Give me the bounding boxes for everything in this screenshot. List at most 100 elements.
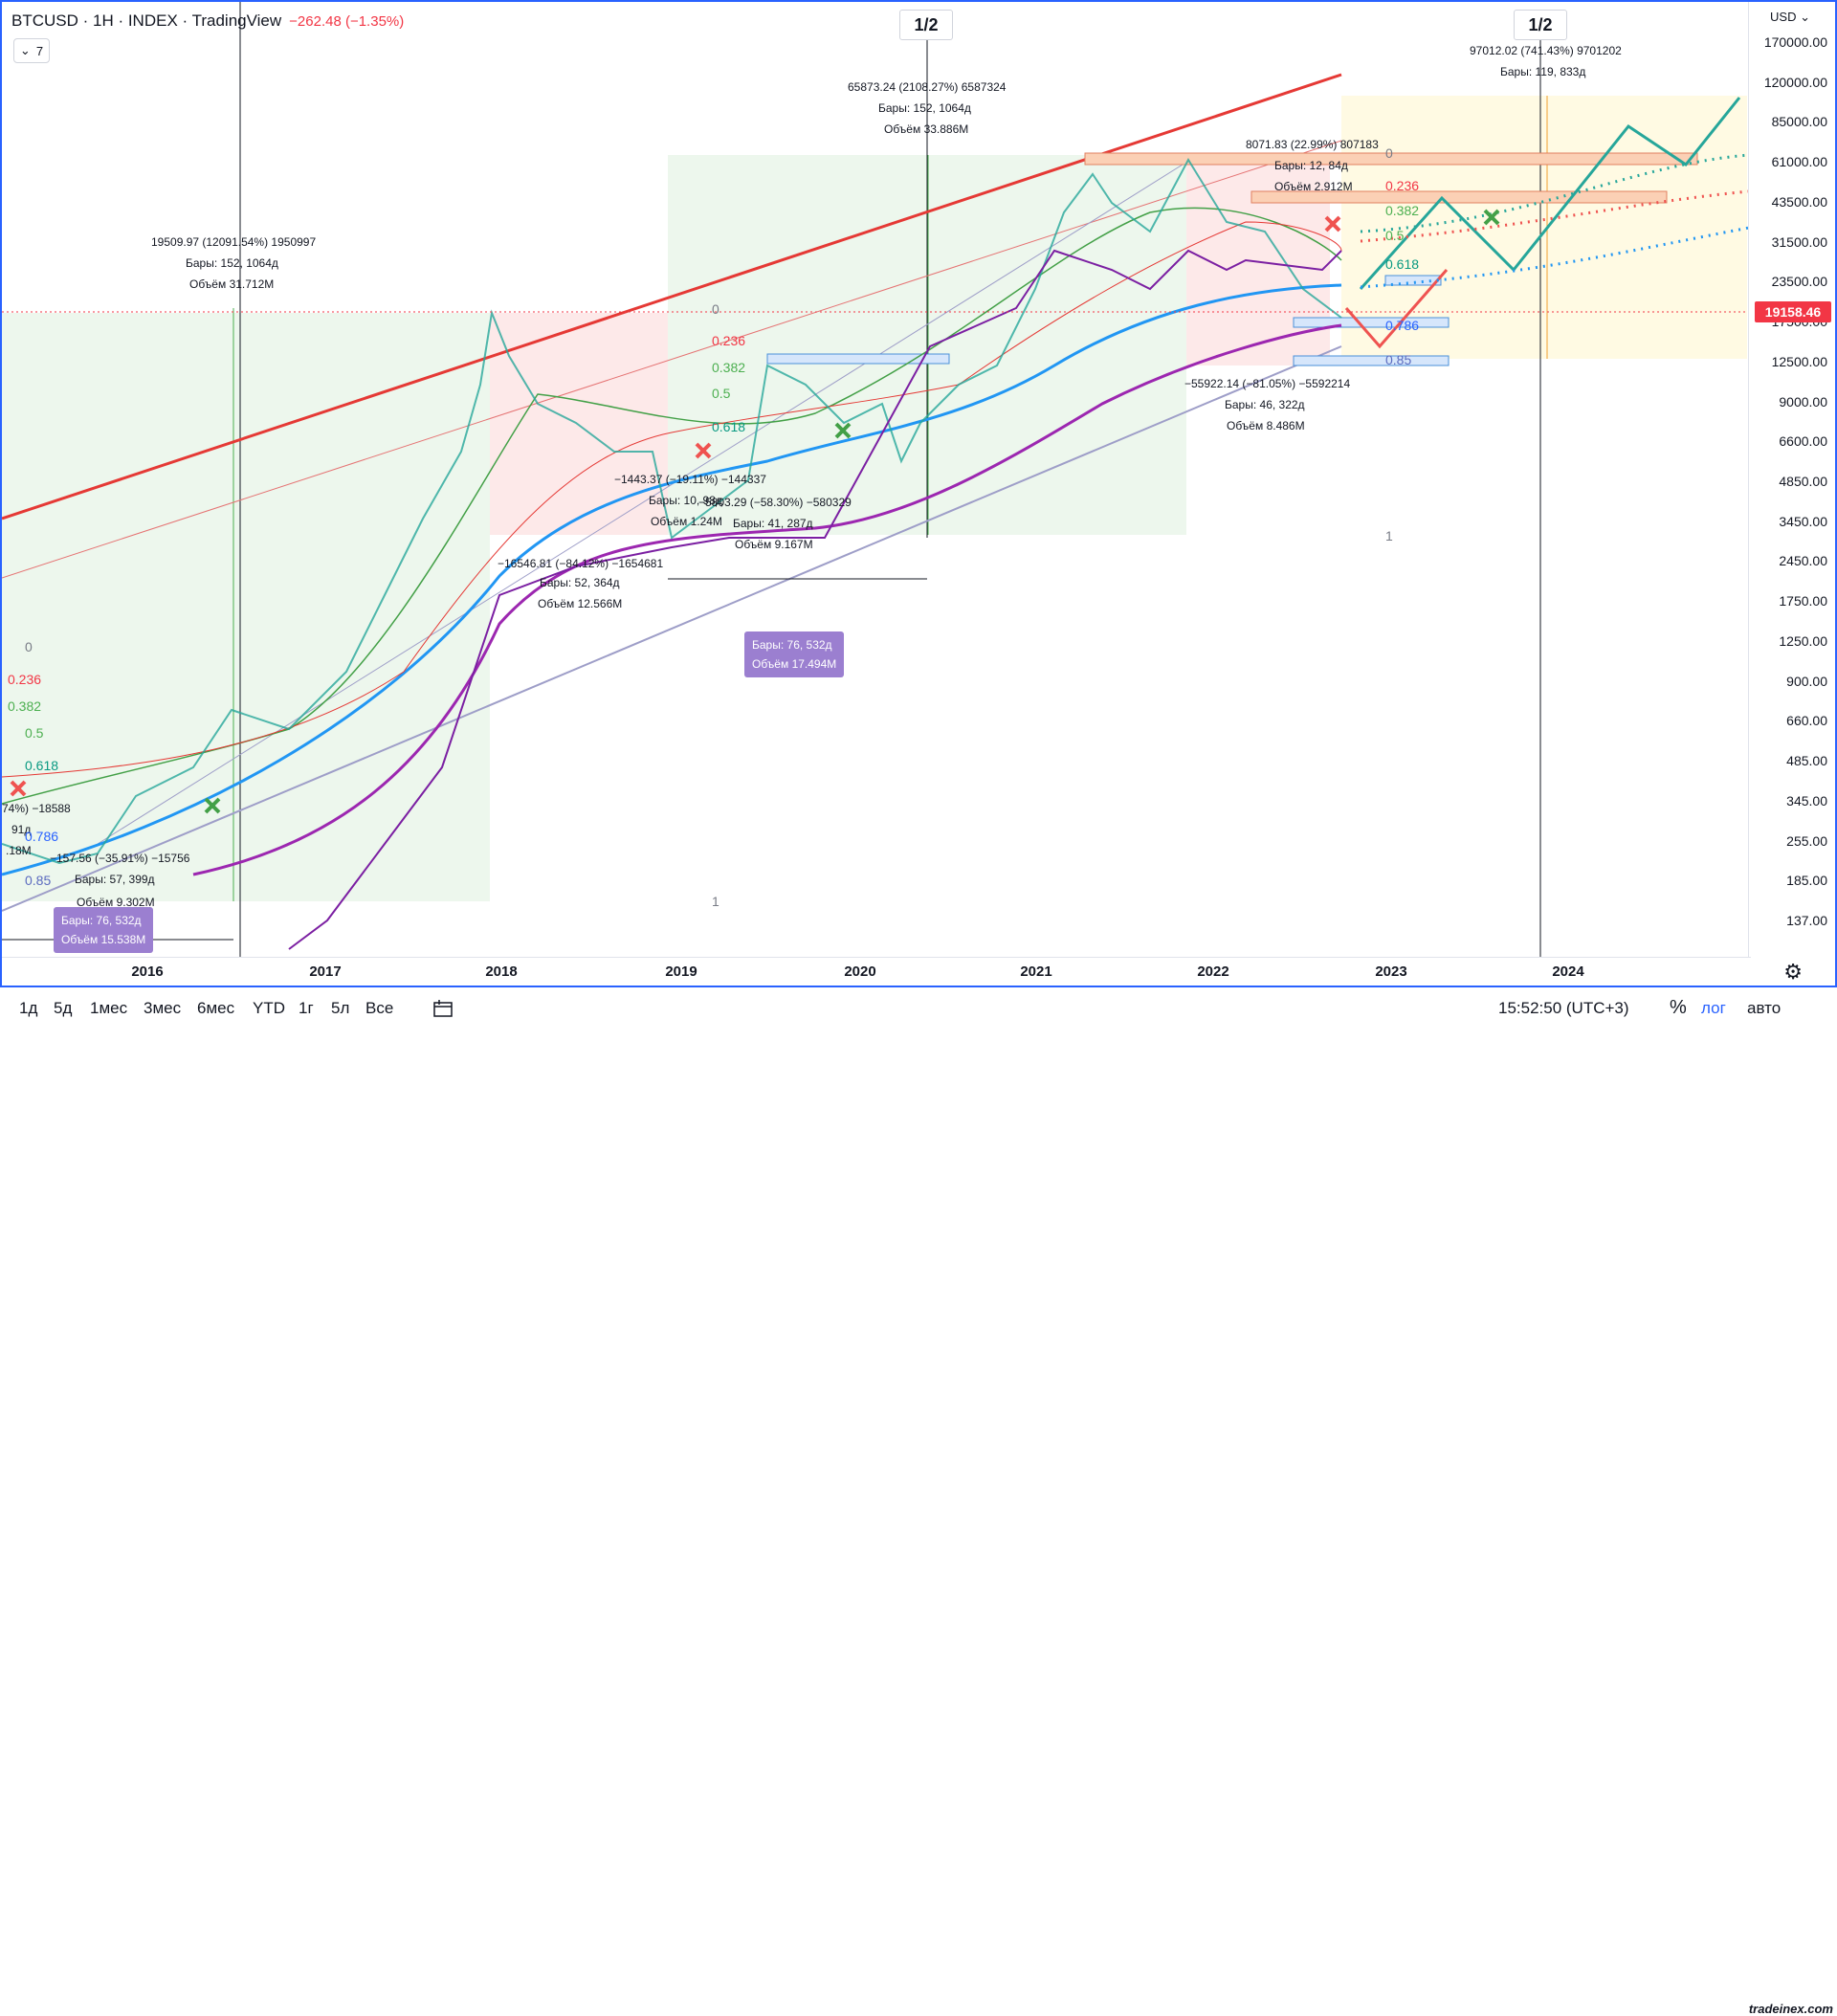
measure-text: 74%) −18588: [2, 802, 71, 815]
fib-level-label: 0.382: [1385, 203, 1420, 218]
chart-drawings[interactable]: [2, 2, 1751, 957]
sell-marker-icon: [10, 780, 27, 797]
range-1m-button[interactable]: 1мес: [90, 999, 128, 1017]
fib-zone: [1293, 317, 1450, 328]
buy-marker-icon: [834, 422, 852, 439]
price-tick: 31500.00: [1771, 233, 1827, 250]
date-range-icon[interactable]: [432, 999, 454, 1018]
range-5d-button[interactable]: 5д: [54, 999, 73, 1017]
range-1d-button[interactable]: 1д: [19, 999, 38, 1017]
measure-text: Объём 9.167M: [735, 538, 813, 551]
range-5y-button[interactable]: 5л: [331, 999, 350, 1017]
measure-text: Бары: 152, 1064д: [186, 256, 278, 270]
fib-level-label: 0.236: [8, 672, 42, 687]
fib-level-label: 0.236: [712, 333, 746, 348]
price-tick: 120000.00: [1763, 74, 1827, 90]
currency-selector[interactable]: USD ⌄: [1770, 10, 1810, 25]
range-3m-button[interactable]: 3мес: [144, 999, 182, 1017]
clock-timezone[interactable]: 15:52:50 (UTC+3): [1498, 999, 1629, 1017]
fib-level-label: 0.236: [1385, 178, 1420, 193]
sell-marker-icon: [1324, 215, 1341, 233]
ma-red-line: [2, 221, 1342, 778]
ma-purple-line: [192, 323, 1342, 876]
measure-text: Бары: 41, 287д: [733, 517, 813, 530]
price-scale[interactable]: USD ⌄ 170000.00 120000.00 85000.00 61000.00…: [1748, 2, 1835, 957]
log-scale-button[interactable]: лог: [1701, 999, 1726, 1017]
price-tick: 4850.00: [1779, 474, 1827, 489]
range-label-box: Бары: 76, 532д Объём 15.538M: [54, 907, 154, 953]
measure-text: −55922.14 (−81.05%) −5592214: [1184, 377, 1351, 390]
measure-text: Объём 12.566M: [538, 597, 623, 610]
price-change: −262.48 (−1.35%): [289, 13, 405, 30]
measure-text: Бары: 152, 1064д: [878, 101, 971, 115]
measure-text: 19509.97 (12091.54%) 1950997: [151, 235, 317, 249]
price-tick: 485.00: [1786, 753, 1827, 769]
measure-text: Объём 1.24M: [651, 515, 722, 528]
time-tick: 2016: [131, 964, 164, 980]
fib-level-label: 1: [712, 894, 719, 909]
chart-frame[interactable]: BTCUSD · 1H · INDEX · TradingView −262.48…: [0, 0, 1837, 987]
fib-level-label: 0: [1385, 145, 1393, 161]
upper-trendline: [2, 73, 1342, 521]
fib-level-label: 0.618: [25, 758, 59, 773]
measure-text: Бары: 57, 399д: [75, 873, 155, 886]
current-price-label: 19158.46: [1755, 301, 1831, 322]
symbol-title[interactable]: BTCUSD · 1H · INDEX · TradingView: [11, 11, 282, 30]
measure-text: −5803.29 (−58.30%) −580329: [698, 496, 852, 509]
fib-level-label: 0.618: [1385, 256, 1420, 272]
price-tick: 170000.00: [1763, 34, 1827, 50]
price-tick: 85000.00: [1771, 114, 1827, 130]
fib-level-label: 1: [1385, 528, 1393, 543]
range-ytd-button[interactable]: YTD: [253, 999, 285, 1017]
lower-trendline: [2, 345, 1342, 912]
range-all-button[interactable]: Все: [365, 999, 394, 1017]
chevron-down-icon: ⌄: [1800, 10, 1810, 24]
fib-zone: [1084, 152, 1698, 166]
time-tick: 2020: [844, 964, 876, 980]
fib-zone: [1384, 275, 1442, 286]
half-badge: 1/2: [899, 10, 953, 40]
auto-scale-button[interactable]: авто: [1747, 999, 1782, 1017]
fib-level-label: 0: [712, 301, 719, 317]
green-range-box: [2, 313, 490, 901]
range-label-line: Бары: 76, 532д: [752, 638, 832, 652]
currency-label[interactable]: USD: [1770, 10, 1797, 24]
time-axis[interactable]: 2016 2017 2018 2019 2020 2021 2022 2023 2024: [2, 957, 1751, 986]
chart-plot-area[interactable]: BTCUSD · 1H · INDEX · TradingView −262.48…: [2, 2, 1751, 957]
price-tick: 23500.00: [1771, 274, 1827, 290]
measure-text: Бары: 52, 364д: [540, 576, 620, 589]
measure-text: Объём 8.486M: [1227, 419, 1305, 432]
watermark: tradeinex.com: [1748, 2002, 1833, 2016]
range-6m-button[interactable]: 6мес: [197, 999, 235, 1017]
half-badge: 1/2: [1514, 10, 1567, 40]
fib-level-label: 0.5: [712, 386, 731, 401]
fib-zone: [766, 353, 950, 365]
measure-text: Бары: 119, 833д: [1500, 65, 1586, 78]
range-label-line: Объём 15.538M: [61, 933, 146, 946]
price-tick: 660.00: [1786, 713, 1827, 729]
price-tick: 900.00: [1786, 673, 1827, 689]
price-tick: 43500.00: [1771, 193, 1827, 210]
price-tick: 185.00: [1786, 873, 1827, 889]
chevron-down-icon: ⌄: [19, 43, 31, 57]
ma-blue-line: [2, 283, 1342, 876]
time-tick: 2019: [665, 964, 697, 980]
range-label-line: Объём 17.494M: [752, 657, 837, 671]
time-tick: 2023: [1375, 964, 1407, 980]
time-tick: 2024: [1552, 964, 1584, 980]
indicators-count: 7: [35, 43, 44, 58]
measure-text: Бары: 46, 322д: [1225, 398, 1305, 411]
symbol-header[interactable]: BTCUSD · 1H · INDEX · TradingView −262.48…: [11, 11, 404, 31]
price-tick: 61000.00: [1771, 154, 1827, 170]
fib-level-label: 0: [25, 639, 33, 654]
percent-scale-button[interactable]: %: [1670, 997, 1687, 1018]
measure-text: Объём 9.302M: [77, 896, 155, 909]
gear-icon[interactable]: ⚙: [1783, 960, 1803, 984]
fib-level-label: 0.382: [712, 360, 746, 375]
fib-level-label: 0.382: [8, 698, 42, 714]
indicators-toggle-button[interactable]: ⌄ 7: [13, 38, 50, 63]
time-tick: 2022: [1197, 964, 1229, 980]
range-1y-button[interactable]: 1г: [299, 999, 314, 1017]
price-tick: 137.00: [1786, 913, 1827, 928]
measure-text: Бары: 12, 84д: [1274, 159, 1348, 172]
